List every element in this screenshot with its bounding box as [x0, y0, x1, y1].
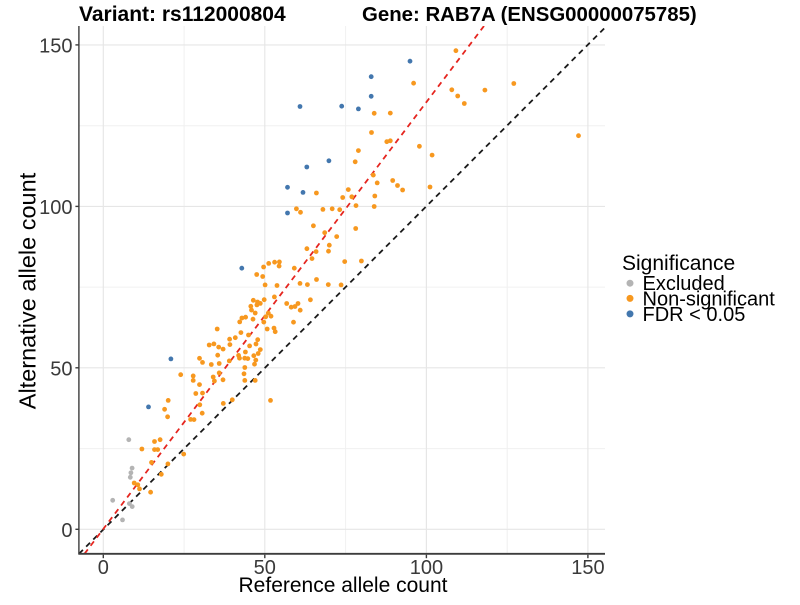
svg-text:50: 50 [254, 557, 276, 579]
svg-text:Significance: Significance [622, 252, 735, 275]
svg-text:Non-significant: Non-significant [643, 288, 776, 310]
svg-text:150: 150 [571, 557, 604, 579]
svg-text:Gene: RAB7A (ENSG00000075785): Gene: RAB7A (ENSG00000075785) [362, 4, 697, 26]
svg-text:100: 100 [410, 557, 443, 579]
svg-text:Alternative allele count: Alternative allele count [15, 172, 41, 409]
svg-text:50: 50 [50, 358, 72, 380]
svg-text:Excluded: Excluded [643, 273, 725, 295]
svg-text:0: 0 [98, 557, 109, 579]
svg-text:100: 100 [39, 197, 72, 219]
svg-text:150: 150 [39, 35, 72, 57]
svg-text:Reference allele count: Reference allele count [239, 574, 448, 597]
svg-text:Variant: rs112000804: Variant: rs112000804 [79, 3, 286, 26]
svg-text:FDR < 0.05: FDR < 0.05 [643, 304, 746, 326]
svg-text:0: 0 [61, 520, 72, 542]
